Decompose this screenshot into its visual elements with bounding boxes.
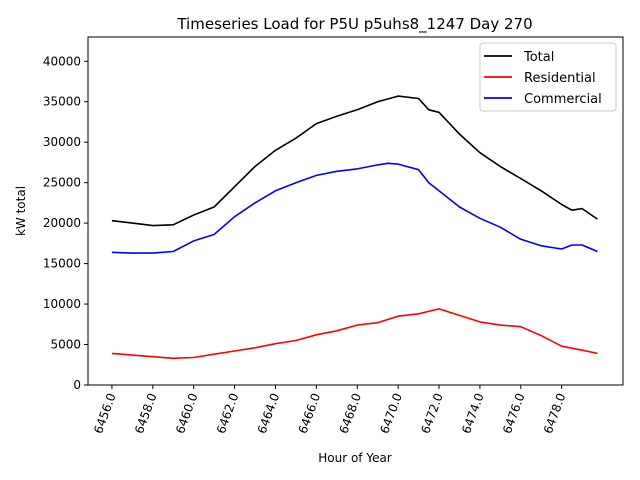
x-tick-label: 6470.0 [377,391,405,435]
series-line-commercial [111,162,598,254]
series-line-residential [111,308,598,360]
x-tick-label: 6462.0 [214,391,242,435]
x-tick-label: 6458.0 [132,391,160,435]
x-tick-label: 6464.0 [255,391,283,435]
x-tick-label: 6456.0 [91,391,119,435]
legend-label-residential: Residential [524,71,596,86]
x-tick-label: 6474.0 [459,391,487,435]
chart-title: Timeseries Load for P5U p5uhs8_1247 Day … [176,15,532,34]
x-tick-label: 6460.0 [173,391,201,435]
legend-frame [479,42,617,112]
legend: Total Residential Commercial [479,42,617,112]
y-tick-label: 20000 [43,216,81,230]
x-tick-label: 6466.0 [296,391,324,435]
x-tick-label: 6472.0 [418,391,446,435]
y-tick-label: 40000 [43,54,81,68]
y-tick-label: 10000 [43,297,81,311]
x-tick-label: 6476.0 [500,391,528,435]
y-tick-label: 5000 [50,338,81,352]
series-line-total [111,95,598,227]
legend-label-total: Total [523,50,554,65]
legend-label-commercial: Commercial [524,92,602,107]
x-axis-label: Hour of Year [318,451,392,465]
plot-frame [87,36,624,386]
y-tick-label: 30000 [43,135,81,149]
y-axis-label: kW total [14,186,28,236]
y-tick-label: 25000 [43,176,81,190]
x-tick-label: 6468.0 [337,391,365,435]
y-tick-label: 35000 [43,95,81,109]
x-tick-label: 6478.0 [541,391,569,435]
y-tick-label: 0 [73,378,81,392]
y-tick-label: 15000 [43,257,81,271]
